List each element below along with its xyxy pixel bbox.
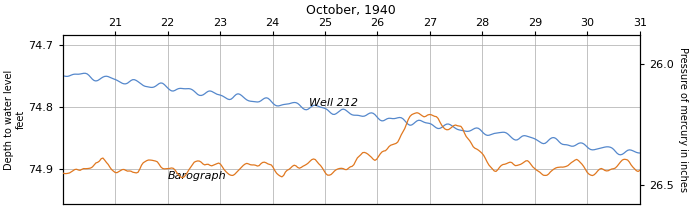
Title: October, 1940: October, 1940 [307,4,396,17]
Text: Well 212: Well 212 [309,98,358,108]
Text: Barograph: Barograph [167,171,226,181]
Y-axis label: Pressure of mercury in inches: Pressure of mercury in inches [678,47,688,192]
Y-axis label: Depth to water level
feet: Depth to water level feet [4,69,26,170]
